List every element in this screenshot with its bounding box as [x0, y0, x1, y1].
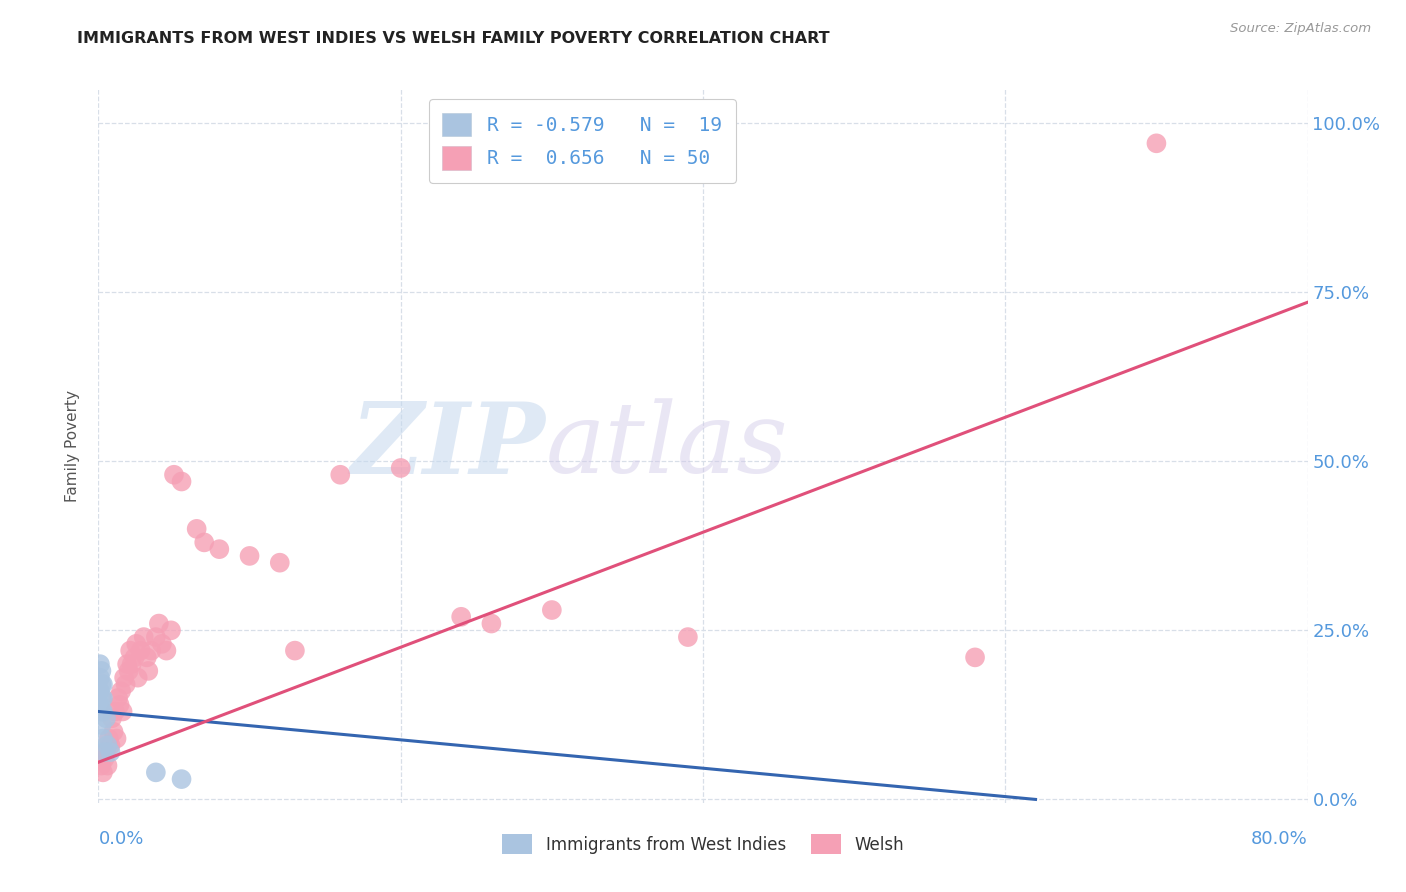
Point	[93, 752, 115, 766]
Point	[90, 705, 112, 719]
Point	[481, 616, 503, 631]
Point	[120, 643, 142, 657]
Point	[136, 664, 159, 678]
Point	[150, 637, 173, 651]
Point	[91, 677, 114, 691]
Point	[170, 772, 193, 786]
Point	[284, 643, 307, 657]
Point	[96, 758, 118, 772]
Y-axis label: Family Poverty: Family Poverty	[65, 390, 80, 502]
Point	[94, 711, 117, 725]
Point	[100, 739, 122, 753]
Text: IMMIGRANTS FROM WEST INDIES VS WELSH FAMILY POVERTY CORRELATION CHART: IMMIGRANTS FROM WEST INDIES VS WELSH FAM…	[77, 31, 830, 46]
Point	[90, 718, 112, 732]
Point	[676, 630, 699, 644]
Point	[98, 731, 121, 746]
Point	[129, 643, 152, 657]
Point	[127, 671, 149, 685]
Point	[110, 684, 132, 698]
Point	[90, 664, 112, 678]
Point	[96, 739, 118, 753]
Point	[91, 765, 114, 780]
Point	[145, 765, 167, 780]
Point	[112, 671, 135, 685]
Point	[450, 609, 472, 624]
Point	[100, 745, 122, 759]
Point	[103, 724, 125, 739]
Point	[163, 467, 186, 482]
Text: 0.0%: 0.0%	[98, 830, 143, 848]
Point	[91, 705, 114, 719]
Point	[121, 657, 143, 672]
Point	[89, 671, 111, 685]
Point	[170, 475, 193, 489]
Point	[89, 684, 111, 698]
Point	[105, 731, 128, 746]
Point	[208, 542, 231, 557]
Point	[91, 690, 114, 705]
Point	[1144, 136, 1167, 151]
Point	[965, 650, 987, 665]
Point	[269, 556, 291, 570]
Legend: Immigrants from West Indies, Welsh: Immigrants from West Indies, Welsh	[498, 830, 908, 859]
Text: 80.0%: 80.0%	[1251, 830, 1308, 848]
Point	[155, 643, 177, 657]
Point	[141, 643, 163, 657]
Point	[90, 690, 112, 705]
Point	[389, 461, 412, 475]
Point	[93, 745, 115, 759]
Point	[107, 690, 129, 705]
Point	[124, 650, 146, 665]
Text: atlas: atlas	[546, 399, 789, 493]
Point	[193, 535, 215, 549]
Point	[160, 624, 183, 638]
Point	[90, 758, 112, 772]
Point	[111, 705, 134, 719]
Point	[89, 698, 111, 712]
Point	[148, 616, 170, 631]
Point	[94, 745, 117, 759]
Point	[91, 731, 114, 746]
Point	[135, 650, 157, 665]
Text: ZIP: ZIP	[352, 398, 546, 494]
Point	[329, 467, 352, 482]
Point	[239, 549, 262, 563]
Point	[89, 657, 111, 672]
Point	[145, 630, 167, 644]
Point	[540, 603, 562, 617]
Point	[186, 522, 208, 536]
Point	[90, 677, 112, 691]
Point	[125, 637, 148, 651]
Point	[114, 677, 136, 691]
Point	[118, 664, 141, 678]
Point	[132, 630, 155, 644]
Point	[104, 705, 127, 719]
Point	[101, 711, 124, 725]
Text: Source: ZipAtlas.com: Source: ZipAtlas.com	[1230, 22, 1371, 36]
Point	[108, 698, 131, 712]
Point	[115, 657, 138, 672]
